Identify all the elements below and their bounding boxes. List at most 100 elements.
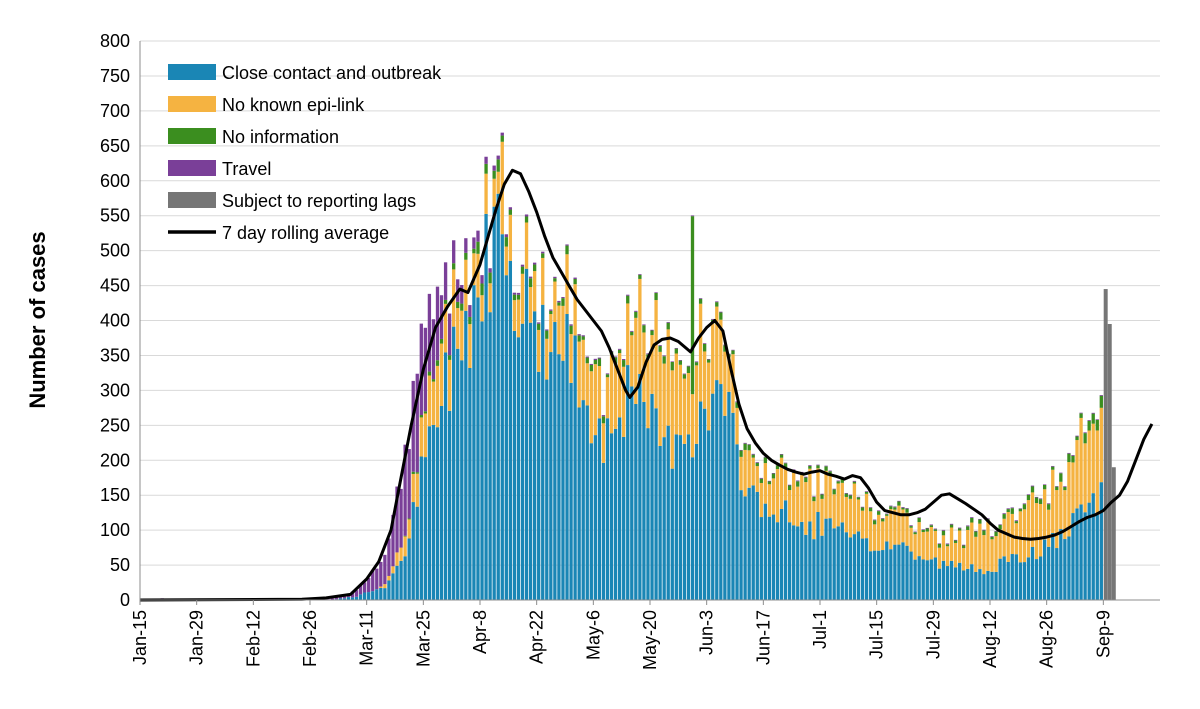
bar-segment [399,560,403,600]
x-tick-label: Jul-15 [867,610,887,659]
bar-segment [698,298,703,304]
bar-segment [731,350,735,355]
bar-segment [901,509,905,543]
bar-segment [541,257,545,305]
bar-segment [844,492,848,494]
y-tick-label: 550 [100,206,130,226]
bar-segment [994,536,998,572]
bar-segment [391,566,395,574]
lag-bar [1103,289,1108,600]
bar-segment [909,551,913,600]
bar-segment [941,560,946,600]
bar-segment [767,484,772,517]
bar-segment [808,465,812,467]
bar-segment [541,253,545,258]
bar-segment [877,550,881,600]
bar-segment [711,323,715,394]
bar-segment [387,580,391,600]
x-tick-label: Jun-17 [753,610,773,665]
bar-segment [650,393,654,600]
bar-segment [622,436,626,600]
bar-segment [860,510,865,539]
bar-segment [678,364,683,436]
bar-segment [472,253,476,286]
bar-segment [407,518,411,520]
bar-segment [953,542,958,568]
bar-segment [812,496,816,497]
bar-segment [371,591,375,600]
bar-segment [844,493,848,497]
bar-segment [747,450,751,488]
bar-segment [1051,466,1055,470]
bar-segment [362,592,367,600]
bar-segment [500,234,504,600]
bar-segment [864,491,869,492]
bar-segment [500,132,504,136]
bar-segment [658,345,662,346]
bar-segment [889,506,893,510]
bar-segment [998,524,1002,525]
y-tick-label: 800 [100,31,130,51]
bar-segment [472,285,476,600]
bar-segment [836,481,840,484]
bar-segment [686,365,691,367]
bar-segment [832,489,836,495]
bar-segment [508,260,513,600]
bar-segment [698,401,703,600]
bar-segment [577,341,581,408]
bar-segment [367,578,371,593]
bar-segment [1099,395,1103,408]
bar-segment [913,534,917,560]
bar-segment [779,509,784,600]
bar-segment [945,546,950,567]
bar-segment [690,216,695,395]
bar-segment [476,230,480,242]
bar-segment [707,362,711,431]
bar-segment [812,501,816,540]
bar-segment [338,598,343,600]
bar-segment [585,357,589,364]
bar-segment [755,491,759,600]
bar-segment [496,155,500,160]
bar-segment [804,482,808,535]
bar-segment [816,465,820,469]
bar-segment [698,303,703,402]
bar-segment [921,529,925,533]
bar-segment [573,278,577,285]
bar-segment [1067,452,1071,454]
bar-segment [504,275,508,600]
bar-segment [496,193,500,601]
bar-segment [694,443,699,600]
bar-segment [990,571,994,600]
bar-segment [881,518,885,522]
legend-swatch [168,160,216,176]
bar-segment [755,466,759,492]
bar-segment [1026,494,1031,495]
bar-segment [549,314,553,353]
bar-segment [715,380,719,600]
bar-segment [464,252,468,260]
bar-segment [868,507,873,512]
y-tick-label: 650 [100,136,130,156]
bar-segment [447,410,452,600]
bar-segment [399,547,403,561]
bar-segment [658,351,662,446]
bar-segment [925,528,929,532]
bar-segment [1030,486,1035,493]
bar-segment [662,356,666,364]
bar-segment [537,371,541,600]
bar-segment [1087,420,1091,421]
bar-segment [812,496,816,502]
y-tick-label: 400 [100,311,130,331]
bar-segment [423,327,428,412]
bar-segment [508,207,513,210]
bar-segment [650,335,654,394]
bar-segment [707,430,711,600]
y-tick-label: 100 [100,520,130,540]
bar-segment [719,384,723,600]
bar-segment [933,557,938,600]
bar-segment [484,163,488,174]
bar-segment [435,365,440,428]
bar-segment [1006,561,1010,600]
bar-segment [966,526,970,530]
